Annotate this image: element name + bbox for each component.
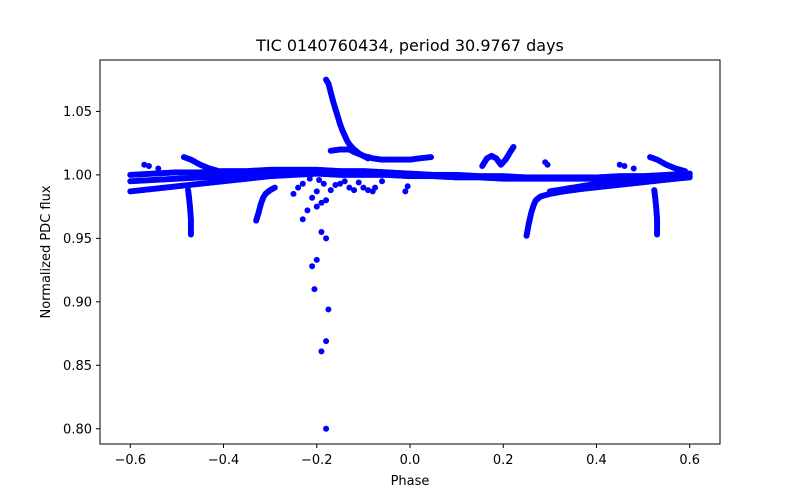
y-tick-label: 0.80 <box>63 422 92 437</box>
data-point <box>355 179 362 186</box>
data-point <box>427 154 434 161</box>
data-point <box>404 183 411 190</box>
data-point <box>544 161 551 168</box>
data-point <box>309 263 316 270</box>
x-axis-ticks: −0.6 −0.4 −0.2 0.0 0.2 0.4 0.6 <box>115 444 700 468</box>
data-point <box>318 348 325 355</box>
x-axis-label: Phase <box>391 474 430 489</box>
data-point <box>299 180 306 187</box>
series-bump_left <box>180 154 222 175</box>
data-point <box>682 168 689 175</box>
data-point <box>621 163 628 169</box>
data-point <box>299 216 306 223</box>
data-point <box>313 203 320 210</box>
data-point <box>316 176 323 183</box>
data-point <box>304 207 311 214</box>
y-axis-ticks: 0.80 0.85 0.90 0.95 1.00 1.05 <box>63 105 100 437</box>
data-point <box>510 143 517 150</box>
series-recovery_left <box>253 184 278 224</box>
data-point <box>318 229 325 236</box>
x-tick-label: 0.0 <box>400 453 421 468</box>
series-eclipse_right <box>651 187 661 238</box>
series-recovery_right <box>523 174 693 239</box>
data-point <box>215 168 222 175</box>
x-tick-label: −0.6 <box>115 453 147 468</box>
data-points <box>127 76 693 432</box>
data-point <box>271 184 278 191</box>
data-point <box>323 197 330 204</box>
y-tick-label: 1.00 <box>63 168 92 183</box>
data-point <box>306 175 313 182</box>
data-point <box>323 235 330 242</box>
data-point <box>379 178 386 185</box>
data-point <box>616 161 623 168</box>
data-point <box>365 187 372 194</box>
data-point <box>630 165 637 172</box>
data-point <box>332 182 339 189</box>
series-eclipse_left <box>185 187 194 238</box>
series-bump_right <box>647 154 689 175</box>
data-point <box>295 184 302 191</box>
series-bump_small <box>141 159 637 172</box>
data-point <box>351 187 358 194</box>
series-ramp_left <box>127 170 320 195</box>
series-dip_region <box>290 175 411 432</box>
data-point <box>325 306 332 313</box>
y-tick-label: 0.95 <box>63 232 92 247</box>
x-tick-label: 0.6 <box>679 453 700 468</box>
data-point <box>141 161 148 168</box>
data-point <box>313 170 320 177</box>
x-tick-label: −0.2 <box>301 453 333 468</box>
y-axis-label: Normalized PDC flux <box>39 185 54 318</box>
data-point <box>323 425 330 432</box>
data-point <box>313 188 320 195</box>
data-point <box>346 184 353 191</box>
data-point <box>145 163 152 169</box>
x-tick-label: 0.4 <box>586 453 607 468</box>
data-point <box>311 286 318 293</box>
data-point <box>372 184 379 191</box>
data-point <box>320 180 327 187</box>
data-point <box>360 184 367 191</box>
data-point <box>327 187 334 194</box>
data-point <box>402 188 409 195</box>
data-point <box>323 338 330 345</box>
series-bump_mid <box>479 143 517 169</box>
x-tick-label: 0.2 <box>493 453 514 468</box>
data-point <box>341 178 348 185</box>
data-point <box>651 187 658 194</box>
y-tick-label: 1.05 <box>63 105 92 120</box>
y-tick-label: 0.85 <box>63 359 92 374</box>
data-point <box>686 174 693 181</box>
series-upper_arc <box>327 146 434 163</box>
data-point <box>155 165 162 172</box>
data-point <box>185 187 192 194</box>
data-point <box>318 199 325 206</box>
y-tick-label: 0.90 <box>63 295 92 310</box>
data-point <box>313 256 320 263</box>
x-tick-label: −0.4 <box>208 453 240 468</box>
data-point <box>309 194 316 201</box>
chart-title: TIC 0140760434, period 30.9767 days <box>255 36 564 55</box>
data-point <box>290 190 297 197</box>
data-point <box>337 180 344 187</box>
